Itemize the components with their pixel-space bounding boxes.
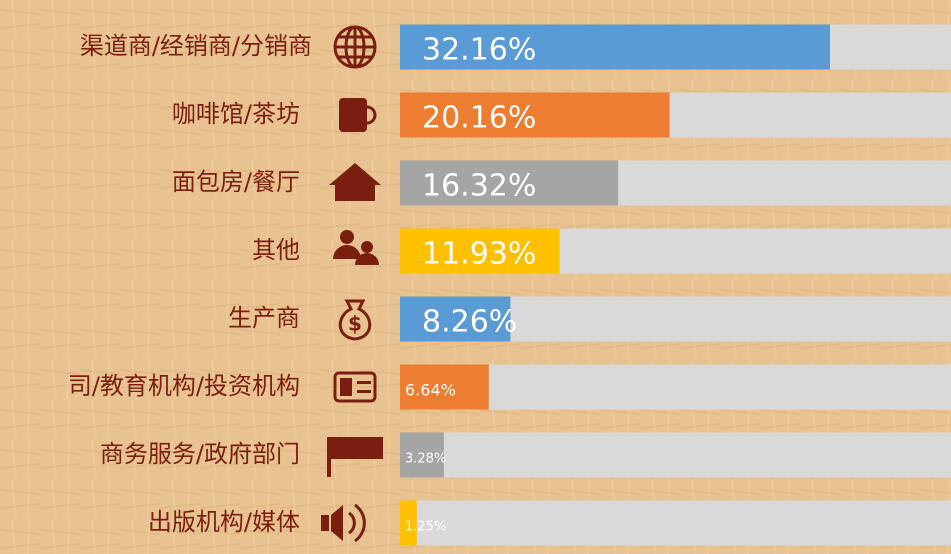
- value-label: 8.26%: [422, 305, 517, 340]
- bar-track: [400, 432, 951, 478]
- category-label: 司/教育机构/投资机构: [68, 372, 300, 400]
- category-label: 出版机构/媒体: [148, 508, 300, 536]
- category-label: 生产商: [228, 304, 300, 332]
- value-label: 20.16%: [422, 101, 536, 136]
- money-bag-icon: $: [338, 299, 372, 341]
- id-card-icon: [333, 371, 377, 403]
- icons: $: [321, 25, 383, 543]
- category-label: 面包房/餐厅: [172, 168, 300, 196]
- value-label: 6.64%: [405, 381, 456, 400]
- people-icon: [333, 230, 379, 265]
- bar: [400, 432, 444, 478]
- bar: [400, 92, 670, 138]
- category-label: 其他: [252, 236, 300, 264]
- speaker-icon: [321, 503, 366, 543]
- flag-icon: [327, 437, 383, 477]
- svg-text:$: $: [348, 312, 362, 336]
- bar: [400, 160, 619, 206]
- category-label: 咖啡馆/茶坊: [172, 100, 300, 128]
- globe-icon: [333, 25, 377, 69]
- category-label: 渠道商/经销商/分销商: [80, 32, 312, 60]
- coffee-icon: [339, 98, 377, 132]
- bar: [400, 228, 560, 274]
- value-label: 1.25%: [405, 520, 446, 535]
- bar: [400, 500, 417, 546]
- house-icon: [329, 163, 381, 201]
- category-label: 商务服务/政府部门: [100, 440, 300, 468]
- value-label: 16.32%: [422, 169, 536, 204]
- bar: [400, 24, 830, 70]
- value-label: 32.16%: [422, 33, 536, 68]
- value-label: 11.93%: [422, 237, 536, 272]
- value-label: 3.28%: [405, 452, 446, 467]
- bar-track: [400, 500, 951, 546]
- bar: [400, 296, 511, 342]
- bar: [400, 364, 489, 410]
- bar-track: [400, 364, 951, 410]
